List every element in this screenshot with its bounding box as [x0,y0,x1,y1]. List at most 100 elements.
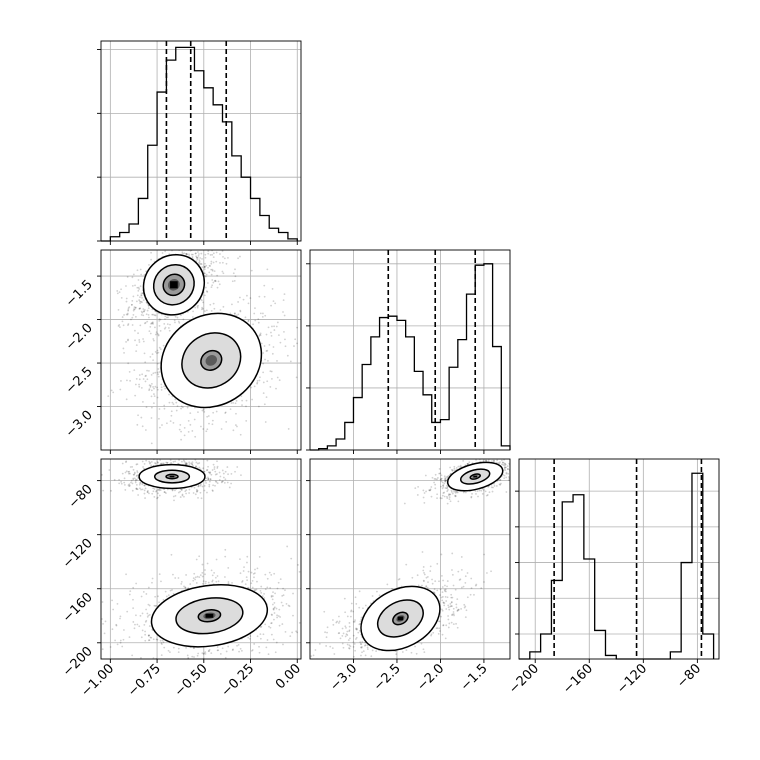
sample-point [283,330,285,333]
sample-point [249,297,252,299]
sample-point [263,295,266,298]
sample-point [175,409,178,412]
sample-point [203,265,206,268]
sample-point [197,484,200,487]
sample-point [436,493,439,496]
sample-point [456,491,459,494]
sample-point [214,473,217,476]
sample-point [179,496,182,498]
sample-point [169,459,172,461]
sample-point [177,651,180,654]
sample-point [243,566,245,569]
sample-point [175,401,178,404]
sample-point [107,395,110,398]
sample-point [222,305,225,308]
sample-point [130,303,133,306]
sample-point [188,463,191,465]
sample-point [265,350,268,352]
sample-point [185,662,187,664]
sample-point [235,399,238,402]
sample-point [136,471,139,474]
sample-point [212,411,215,414]
sample-point [148,330,151,333]
sample-point [158,318,161,321]
sample-point [457,608,460,611]
sample-point [237,301,239,303]
sample-point [237,643,240,646]
sample-point [167,316,169,319]
sample-point [125,300,128,303]
sample-point [205,230,207,232]
sample-point [304,653,306,655]
sample-point [201,306,203,309]
sample-point [84,317,86,319]
sample-point [271,603,274,606]
sample-point [447,488,449,491]
sample-point [254,307,256,310]
sample-point [485,459,487,462]
sample-point [443,588,446,591]
sample-point [132,598,134,601]
sample-point [493,484,496,487]
sample-point [222,472,225,475]
sample-point [208,483,211,486]
sample-point [144,487,147,490]
sample-point [204,243,206,245]
sample-point [195,256,198,259]
sample-point [174,321,176,324]
sample-point [463,603,466,606]
sample-point [276,614,278,617]
sample-point [225,420,228,423]
sample-point [358,629,361,632]
sample-point [350,609,353,612]
sample-point [219,253,221,255]
sample-point [200,497,203,500]
sample-point [131,303,133,306]
contour-line [150,584,269,648]
sample-point [367,666,369,668]
sample-point [204,256,207,259]
sample-point [125,573,127,576]
sample-point [441,586,444,588]
sample-point [499,482,502,485]
sample-point [142,338,145,340]
sample-point [352,655,355,658]
sample-point [501,463,503,466]
sample-point [201,571,204,574]
sample-point [238,296,241,299]
sample-point [344,625,347,628]
sample-point [204,266,206,268]
sample-point [168,401,171,404]
sample-point [183,427,186,429]
sample-point [147,603,150,606]
sample-point [136,488,138,490]
sample-point [264,573,267,576]
sample-point [183,585,185,588]
sample-point [269,386,272,388]
sample-point [142,401,144,403]
sample-point [184,461,187,464]
sample-point [239,558,241,561]
sample-point [150,373,153,376]
sample-point [455,467,458,469]
sample-point [218,283,221,286]
sample-point [439,472,442,475]
sample-point [260,585,263,588]
sample-point [448,498,451,501]
sample-point [141,460,144,463]
sample-point [205,273,208,276]
sample-point [156,332,159,335]
sample-point [154,462,156,464]
sample-point [264,358,266,361]
sample-point [181,406,184,409]
sample-point [150,382,153,385]
sample-point [194,231,196,233]
sample-point [146,309,149,312]
sample-point [298,621,301,624]
sample-point [244,316,247,319]
sample-point [153,395,156,398]
sample-point [139,285,142,288]
sample-point [136,488,139,491]
sample-point [145,270,148,273]
